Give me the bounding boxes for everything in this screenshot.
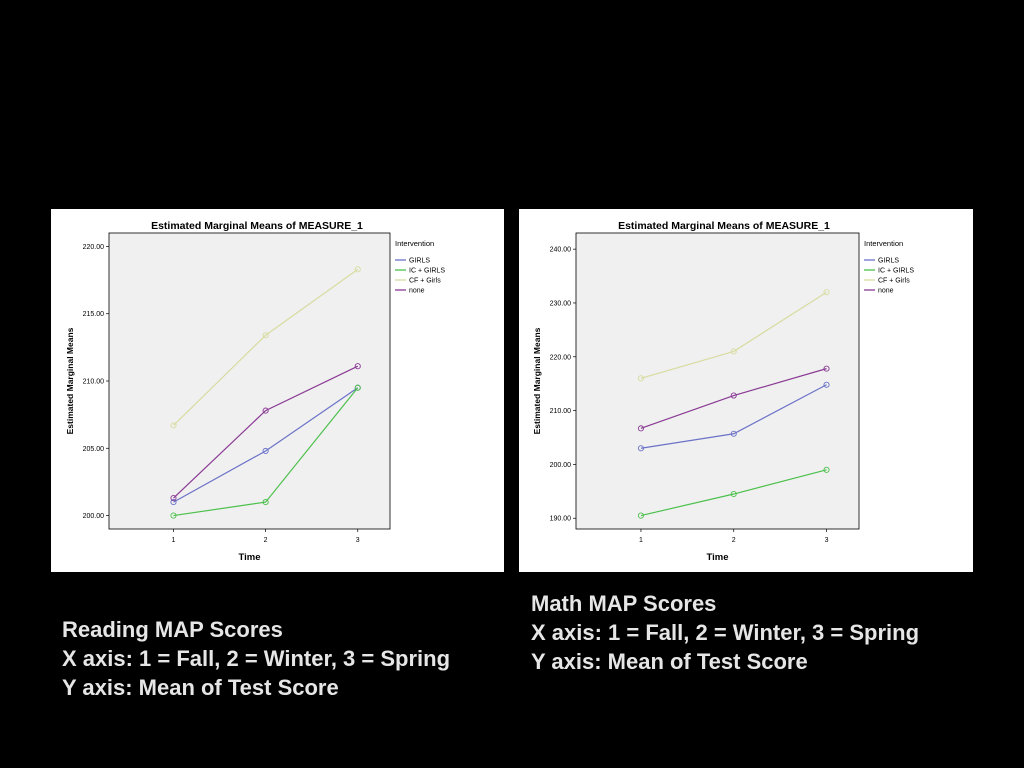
math-chart-title: Estimated Marginal Means of MEASURE_1 (618, 220, 830, 232)
math-data-point (823, 466, 830, 473)
reading-data-point (354, 384, 361, 391)
reading-data-point (170, 499, 177, 506)
math-y-axis-label: Estimated Marginal Means (532, 327, 542, 434)
reading-caption: Reading MAP Scores X axis: 1 = Fall, 2 =… (62, 615, 450, 702)
math-series-line-2 (640, 291, 827, 379)
math-caption-x-axis: X axis: 1 = Fall, 2 = Winter, 3 = Spring (531, 620, 920, 645)
reading-ytick-label: 205.00 (83, 446, 105, 453)
reading-xtick-label: 2 (264, 537, 268, 544)
math-legend-label: IC + GIRLS (878, 268, 914, 275)
reading-data-point (170, 422, 177, 429)
math-data-point (823, 289, 830, 296)
math-data-point (637, 375, 645, 382)
math-ytick-label: 220.00 (550, 354, 572, 361)
math-xtick-label: 1 (639, 537, 643, 544)
math-chart: Estimated Marginal Means of MEASURE_1 190… (532, 220, 914, 563)
math-data-point (637, 512, 645, 519)
math-caption-title: Math MAP Scores (531, 591, 717, 616)
math-series-line-0 (640, 384, 827, 449)
math-caption: Math MAP Scores X axis: 1 = Fall, 2 = Wi… (531, 589, 919, 676)
reading-data-point (262, 332, 269, 339)
reading-data-point (262, 499, 269, 506)
math-ytick-label: 190.00 (550, 516, 572, 523)
reading-x-axis-label: Time (238, 552, 260, 563)
math-x-axis-label: Time (706, 552, 728, 563)
math-caption-y-axis: Y axis: Mean of Test Score (531, 649, 808, 674)
math-data-point (730, 392, 737, 399)
math-data-point (637, 445, 645, 452)
math-series-line-3 (640, 368, 827, 429)
math-chart-panel: Estimated Marginal Means of MEASURE_1 190… (519, 209, 973, 572)
math-ytick-label: 230.00 (550, 300, 572, 307)
math-ytick-label: 240.00 (550, 247, 572, 254)
reading-series-line-0 (173, 387, 359, 503)
math-legend-label: CF + Girls (878, 278, 910, 285)
math-plot-area (575, 232, 860, 530)
reading-data-point (354, 266, 361, 273)
math-data-point (730, 490, 737, 498)
reading-legend-title: Intervention (395, 239, 434, 248)
reading-legend-label: none (409, 288, 425, 295)
math-xtick-label: 2 (732, 537, 736, 544)
reading-caption-x-axis: X axis: 1 = Fall, 2 = Winter, 3 = Spring (62, 646, 451, 671)
math-legend-title: Intervention (864, 239, 903, 248)
reading-data-point (170, 495, 177, 502)
reading-data-point (262, 447, 269, 455)
reading-ytick-label: 200.00 (83, 513, 105, 520)
math-legend-label: GIRLS (878, 258, 899, 265)
reading-series-line-1 (173, 387, 359, 517)
math-data-point (730, 348, 737, 355)
math-ytick-label: 210.00 (550, 408, 572, 415)
reading-legend-label: GIRLS (409, 258, 430, 265)
reading-xtick-label: 1 (172, 537, 176, 544)
reading-legend-label: IC + GIRLS (409, 268, 445, 275)
reading-chart: Estimated Marginal Means of MEASURE_1 200… (65, 220, 445, 563)
math-legend-label: none (878, 288, 894, 295)
reading-plot-area (108, 232, 391, 530)
reading-ytick-label: 210.00 (83, 379, 105, 386)
reading-data-point (262, 407, 269, 414)
math-data-point (637, 425, 645, 432)
reading-caption-y-axis: Y axis: Mean of Test Score (62, 675, 339, 700)
math-xtick-label: 3 (825, 537, 829, 544)
reading-xtick-label: 3 (356, 537, 360, 544)
reading-data-point (354, 363, 361, 370)
reading-series-line-3 (173, 365, 359, 499)
reading-chart-title: Estimated Marginal Means of MEASURE_1 (151, 220, 363, 232)
reading-chart-panel: Estimated Marginal Means of MEASURE_1 200… (51, 209, 504, 572)
reading-legend-label: CF + Girls (409, 278, 441, 285)
reading-y-axis-label: Estimated Marginal Means (65, 327, 75, 434)
reading-ytick-label: 215.00 (83, 311, 105, 318)
reading-series-line-2 (173, 268, 359, 426)
math-data-point (730, 430, 737, 437)
reading-ytick-label: 220.00 (83, 244, 105, 251)
reading-data-point (170, 512, 177, 519)
math-data-point (823, 365, 830, 372)
math-data-point (823, 381, 830, 388)
reading-caption-title: Reading MAP Scores (62, 617, 283, 642)
math-ytick-label: 200.00 (550, 462, 572, 469)
math-series-line-1 (640, 469, 827, 517)
